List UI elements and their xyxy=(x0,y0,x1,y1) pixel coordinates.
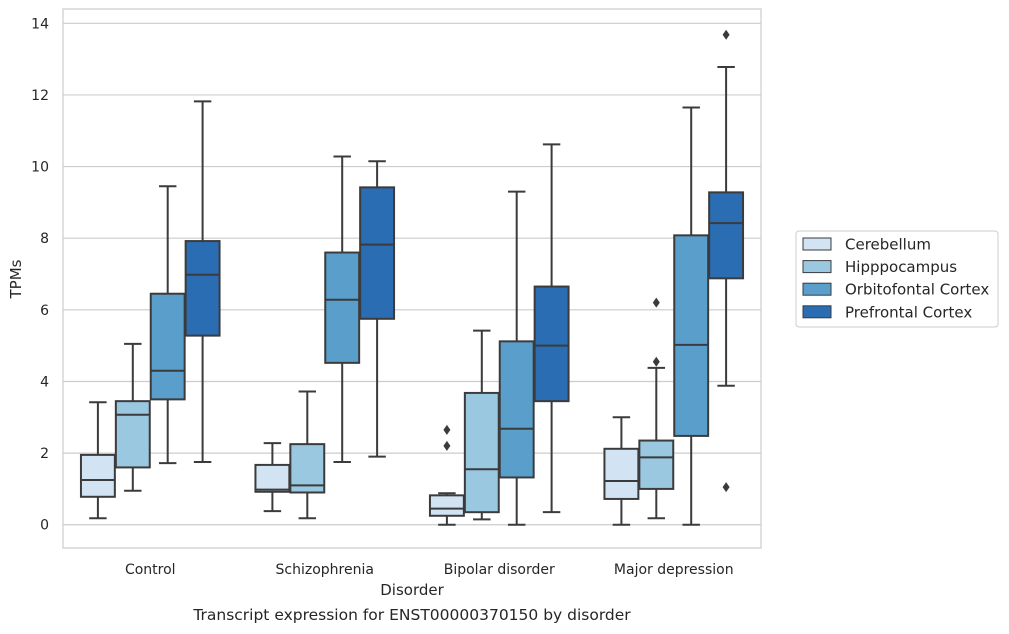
iqr-box xyxy=(428,494,465,517)
box-orbitofontal-cortex-bipolar-disorder xyxy=(498,190,535,526)
box-cerebellum-bipolar-disorder xyxy=(428,424,465,526)
legend-item-prefrontal-cortex: Prefrontal Cortex xyxy=(802,303,972,321)
x-tick-label-bipolar-disorder: Bipolar disorder xyxy=(444,562,555,578)
iqr-box xyxy=(498,340,535,479)
plot-area-frame xyxy=(62,8,762,549)
iqr-box xyxy=(184,240,221,337)
box-hipppocampus-bipolar-disorder xyxy=(463,329,500,521)
legend-swatch xyxy=(802,237,832,251)
outlier-point xyxy=(722,29,730,40)
legend-swatch xyxy=(802,260,832,274)
series-prefrontal-cortex xyxy=(184,29,745,514)
series-orbitofontal-cortex xyxy=(149,106,710,526)
legend-label: Hipppocampus xyxy=(845,258,957,276)
y-axis-label: TPMs xyxy=(7,259,25,299)
iqr-box xyxy=(324,251,361,364)
legend: Cerebellum Hipppocampus Orbitofontal Corte… xyxy=(795,230,999,328)
iqr-box xyxy=(533,285,570,403)
x-tick-label-control: Control xyxy=(125,562,176,578)
box-series xyxy=(79,29,745,526)
y-tick-label: 0 xyxy=(40,518,49,534)
iqr-box xyxy=(673,234,710,437)
box-cerebellum-control xyxy=(79,401,116,520)
box-orbitofontal-cortex-control xyxy=(149,185,186,465)
box-prefrontal-cortex-schizophrenia xyxy=(359,160,396,458)
series-hipppocampus xyxy=(114,297,675,521)
iqr-box xyxy=(708,191,745,280)
box-hipppocampus-control xyxy=(114,342,151,492)
box-hipppocampus-schizophrenia xyxy=(289,390,326,520)
legend-label: Cerebellum xyxy=(845,236,931,254)
legend-label: Prefrontal Cortex xyxy=(845,303,972,321)
outlier-point xyxy=(652,356,660,367)
outlier-point xyxy=(652,297,660,308)
x-axis-ticks: Control Schizophrenia Bipolar disorder Majo… xyxy=(125,562,734,578)
legend-item-orbitofontal-cortex: Orbitofontal Cortex xyxy=(802,281,989,299)
x-axis-label: Disorder xyxy=(380,581,444,599)
y-tick-label: 12 xyxy=(31,88,49,104)
legend-swatch xyxy=(802,305,832,319)
y-axis-ticks: 0 2 4 6 8 10 12 14 xyxy=(31,16,49,533)
box-prefrontal-cortex-control xyxy=(184,100,221,464)
y-tick-label: 2 xyxy=(40,446,49,462)
y-tick-label: 4 xyxy=(40,374,49,390)
outlier-point xyxy=(722,482,730,493)
figure-caption: Transcript expression for ENST0000037015… xyxy=(193,606,631,624)
iqr-box xyxy=(114,400,151,469)
box-orbitofontal-cortex-schizophrenia xyxy=(324,155,361,464)
x-tick-label-major-depression: Major depression xyxy=(614,562,734,578)
outlier-point xyxy=(443,424,451,435)
iqr-box xyxy=(638,439,675,490)
y-tick-label: 6 xyxy=(40,303,49,319)
legend-swatch xyxy=(802,282,832,296)
iqr-box xyxy=(603,447,640,500)
y-tick-label: 14 xyxy=(31,16,49,32)
legend-item-cerebellum: Cerebellum xyxy=(802,236,931,254)
box-cerebellum-major-depression xyxy=(603,416,640,526)
legend-items: Cerebellum Hipppocampus Orbitofontal Corte… xyxy=(802,236,989,321)
legend-frame xyxy=(795,230,999,328)
y-tick-label: 8 xyxy=(40,231,49,247)
y-tick-label: 10 xyxy=(31,160,49,176)
legend-item-hipppocampus: Hipppocampus xyxy=(802,258,957,276)
box-prefrontal-cortex-bipolar-disorder xyxy=(533,143,570,514)
box-orbitofontal-cortex-major-depression xyxy=(673,106,710,526)
box-cerebellum-schizophrenia xyxy=(254,442,291,513)
iqr-box xyxy=(463,391,500,514)
box-prefrontal-cortex-major-depression xyxy=(708,29,745,493)
legend-label: Orbitofontal Cortex xyxy=(845,281,989,299)
iqr-box xyxy=(149,292,186,401)
outlier-point xyxy=(443,440,451,451)
iqr-box xyxy=(79,453,116,498)
box-hipppocampus-major-depression xyxy=(638,297,675,520)
iqr-box xyxy=(254,463,291,493)
x-tick-label-schizophrenia: Schizophrenia xyxy=(276,562,374,578)
iqr-box xyxy=(359,186,396,320)
